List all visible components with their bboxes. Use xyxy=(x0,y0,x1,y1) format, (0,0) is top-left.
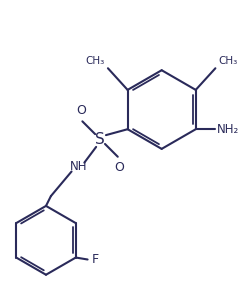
Text: O: O xyxy=(77,105,86,117)
Text: NH: NH xyxy=(70,160,87,173)
Text: O: O xyxy=(114,161,124,174)
Text: CH₃: CH₃ xyxy=(86,56,105,66)
Text: F: F xyxy=(92,253,99,266)
Text: CH₃: CH₃ xyxy=(218,56,238,66)
Text: S: S xyxy=(95,131,105,147)
Text: NH₂: NH₂ xyxy=(217,123,240,136)
